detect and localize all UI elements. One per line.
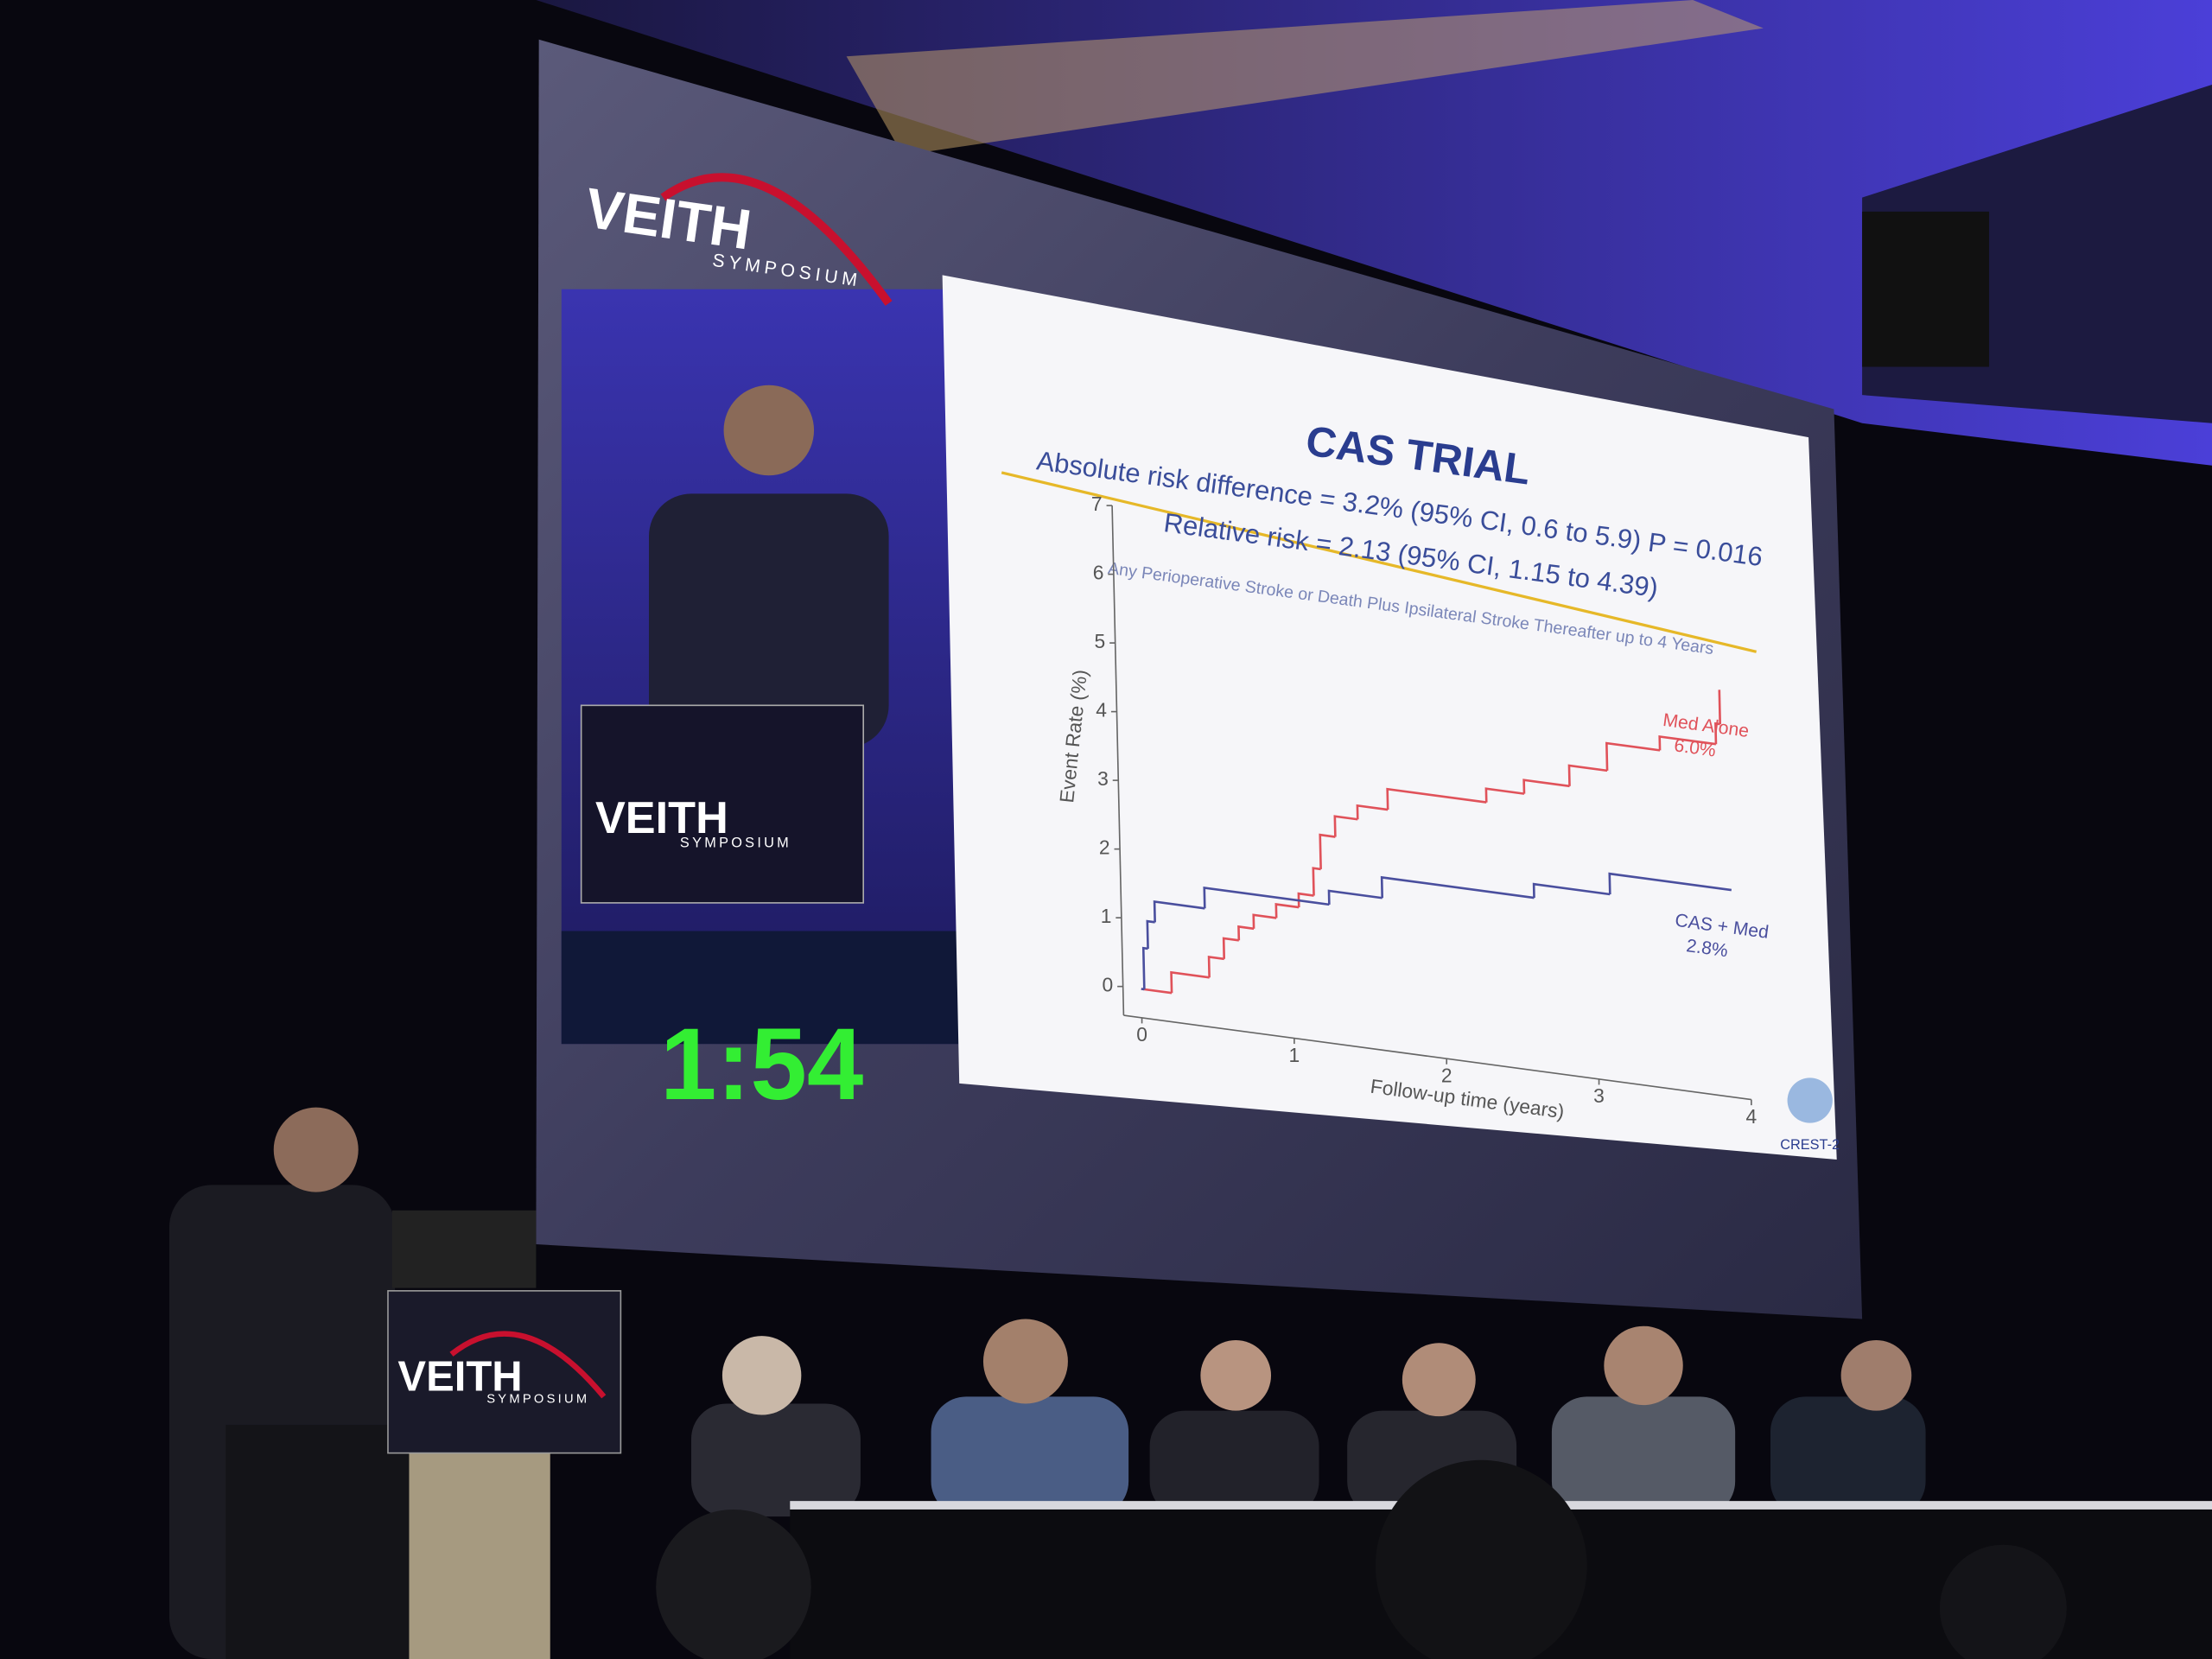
podium-logo-subtext: SYMPOSIUM	[486, 1392, 589, 1406]
timer: 1:54	[660, 1007, 863, 1121]
y-tick-label: 1	[1101, 905, 1112, 927]
step-segment	[1222, 937, 1239, 959]
title-rule	[1001, 471, 1758, 653]
inset-podium	[580, 704, 864, 904]
y-tick-label: 7	[1091, 493, 1103, 515]
podium	[226, 1424, 423, 1659]
chandelier	[846, 0, 1764, 156]
step-segment	[1141, 946, 1148, 989]
panelist	[691, 1403, 861, 1517]
inset-logo-text: VEITH	[595, 793, 728, 843]
panelist	[1149, 1410, 1319, 1517]
y-tick-label: 4	[1096, 699, 1107, 721]
step-segment	[1658, 734, 1717, 751]
speaker	[1862, 211, 1990, 367]
panelist-head	[721, 1336, 802, 1415]
speaker-head	[273, 1107, 359, 1192]
crest-logo: CREST-2	[1780, 1137, 1840, 1153]
x-tick-label: 2	[1441, 1064, 1452, 1086]
panel	[691, 1319, 1926, 1517]
step-segment	[1532, 882, 1611, 899]
step-segment	[1718, 690, 1721, 725]
panelist	[1551, 1396, 1736, 1517]
step-segment	[1356, 804, 1389, 820]
inset-logo-subtext: SYMPOSIUM	[680, 836, 791, 851]
y-tick-label: 2	[1099, 836, 1110, 859]
step-segment	[1605, 741, 1661, 771]
logo-arc	[660, 173, 893, 306]
slide	[942, 275, 1837, 1160]
inset-speaker	[649, 493, 889, 748]
step-segment	[1237, 925, 1255, 941]
panelist-head	[1840, 1340, 1912, 1411]
panelist	[1770, 1396, 1926, 1517]
y-tick-label: 6	[1093, 562, 1104, 584]
podium-base	[409, 1452, 550, 1659]
step-segment	[1319, 833, 1336, 869]
panelist-head	[982, 1319, 1068, 1404]
x-tick-label: 0	[1136, 1023, 1147, 1046]
step-segment	[1312, 867, 1321, 896]
step-segment	[1153, 899, 1205, 923]
x-tick-label: 1	[1289, 1044, 1300, 1066]
step-segment	[1274, 903, 1300, 918]
y-axis	[1111, 505, 1125, 1016]
podium-logo-text: VEITH	[397, 1354, 522, 1401]
step-segment	[1484, 787, 1525, 803]
y-tick-label: 0	[1103, 974, 1114, 996]
step-segment	[1522, 779, 1570, 794]
step-segment	[1203, 886, 1330, 909]
step-segment	[1207, 955, 1224, 978]
panelist-head	[1402, 1343, 1476, 1417]
monitor	[391, 1210, 537, 1288]
step-segment	[1380, 875, 1535, 899]
audience-head	[656, 1509, 811, 1659]
step-segment	[1146, 919, 1155, 949]
inset-speaker-head	[723, 385, 815, 476]
podium-arc	[449, 1331, 607, 1399]
inset-skyline	[561, 931, 960, 1045]
panelist	[931, 1396, 1129, 1517]
y-tick-label: 5	[1095, 630, 1106, 652]
step-segment	[1714, 721, 1720, 745]
step-segment	[1141, 988, 1173, 995]
step-segment	[1252, 913, 1277, 929]
panelist-head	[1200, 1340, 1272, 1411]
step-segment	[1297, 892, 1314, 908]
step-segment	[1608, 872, 1732, 895]
y-tick-label: 3	[1097, 767, 1109, 790]
step-segment	[1327, 889, 1382, 905]
step-segment	[1386, 787, 1487, 810]
step-segment	[1567, 764, 1608, 786]
crest-emblem	[1787, 1077, 1833, 1123]
step-segment	[1333, 815, 1358, 837]
panelist-head	[1604, 1325, 1683, 1406]
audience-head	[1939, 1544, 2067, 1659]
x-tick-label: 4	[1746, 1105, 1758, 1128]
x-tick-label: 3	[1593, 1084, 1605, 1107]
x-axis	[1123, 1014, 1751, 1101]
audience-head	[1375, 1459, 1587, 1659]
step-segment	[1170, 970, 1210, 994]
